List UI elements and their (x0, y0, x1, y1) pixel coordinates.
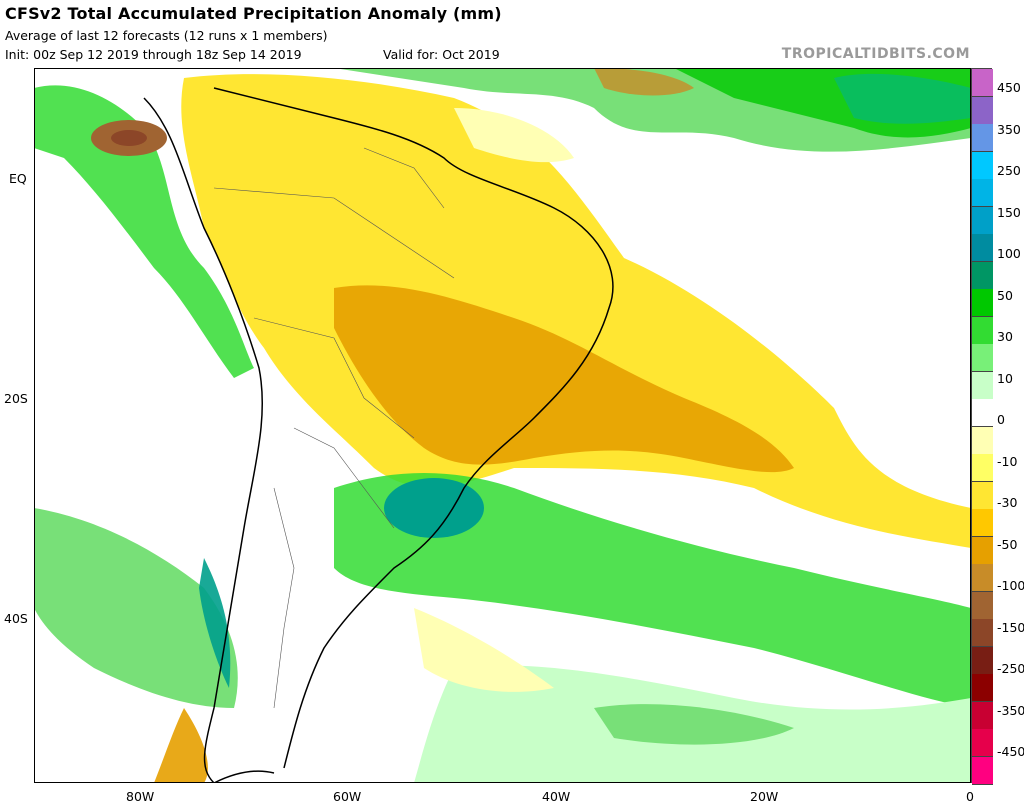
lon-label-40w: 40W (542, 789, 571, 804)
colorbar-tick-label: 30 (997, 329, 1013, 344)
colorbar-swatch (972, 701, 993, 730)
colorbar-tick-label: -30 (997, 495, 1018, 510)
lat-label-40s: 40S (4, 611, 28, 626)
colorbar-swatch (972, 399, 993, 427)
colorbar-swatch (972, 454, 993, 482)
lon-label-60w: 60W (333, 789, 362, 804)
lon-label-0: 0 (966, 789, 974, 804)
colorbar-tick-label: -250 (997, 661, 1024, 676)
map-subtitle: Average of last 12 forecasts (12 runs x … (5, 28, 328, 43)
colorbar-swatch (972, 729, 993, 757)
map-title: CFSv2 Total Accumulated Precipitation An… (5, 4, 502, 23)
colorbar-swatch (972, 481, 993, 510)
colorbar-swatch (972, 69, 993, 97)
lon-label-20w: 20W (750, 789, 779, 804)
colorbar-tick-label: 450 (997, 80, 1021, 95)
colorbar (971, 68, 993, 785)
valid-time: Valid for: Oct 2019 (383, 47, 500, 62)
colorbar-swatch (972, 234, 993, 262)
colorbar-swatch (972, 564, 993, 592)
colorbar-swatch (972, 316, 993, 345)
colorbar-swatch (972, 344, 993, 372)
colorbar-tick-label: 10 (997, 370, 1013, 386)
colorbar-swatch (972, 206, 993, 235)
colorbar-swatch (972, 426, 993, 455)
colorbar-tick-label: -150 (997, 619, 1024, 635)
colorbar-tick-label: 150 (997, 204, 1021, 220)
colorbar-swatch (972, 674, 993, 702)
colorbar-swatch (972, 289, 993, 317)
colorbar-tick-label: 100 (997, 246, 1021, 261)
brand-watermark: TROPICALTIDBITS.COM (781, 46, 970, 62)
colorbar-swatch (972, 756, 993, 785)
colorbar-tick-label: -10 (997, 453, 1018, 469)
colorbar-tick-label: 350 (997, 121, 1021, 137)
colorbar-tick-label: 0 (997, 412, 1005, 427)
init-time: Init: 00z Sep 12 2019 through 18z Sep 14… (5, 47, 302, 62)
colorbar-tick-label: -350 (997, 702, 1024, 718)
colorbar-swatch (972, 151, 993, 180)
lat-label-20s: 20S (4, 391, 28, 406)
anomaly-field (34, 68, 971, 783)
colorbar-tick-label: -450 (997, 744, 1024, 759)
colorbar-swatch (972, 619, 993, 647)
colorbar-swatch (972, 371, 993, 400)
colorbar-tick-label: -50 (997, 536, 1018, 552)
precipitation-map (34, 68, 971, 783)
colorbar-swatch (972, 509, 993, 537)
colorbar-swatch (972, 261, 993, 290)
lon-label-80w: 80W (126, 789, 155, 804)
colorbar-tick-label: 250 (997, 163, 1021, 178)
colorbar-swatch (972, 646, 993, 675)
colorbar-swatch (972, 179, 993, 207)
colorbar-swatch (972, 124, 993, 152)
colorbar-tick-label: 50 (997, 287, 1013, 303)
lat-label-eq: EQ (9, 171, 27, 186)
colorbar-swatch (972, 591, 993, 620)
colorbar-swatch (972, 96, 993, 125)
colorbar-swatch (972, 536, 993, 565)
colorbar-tick-label: -100 (997, 578, 1024, 593)
